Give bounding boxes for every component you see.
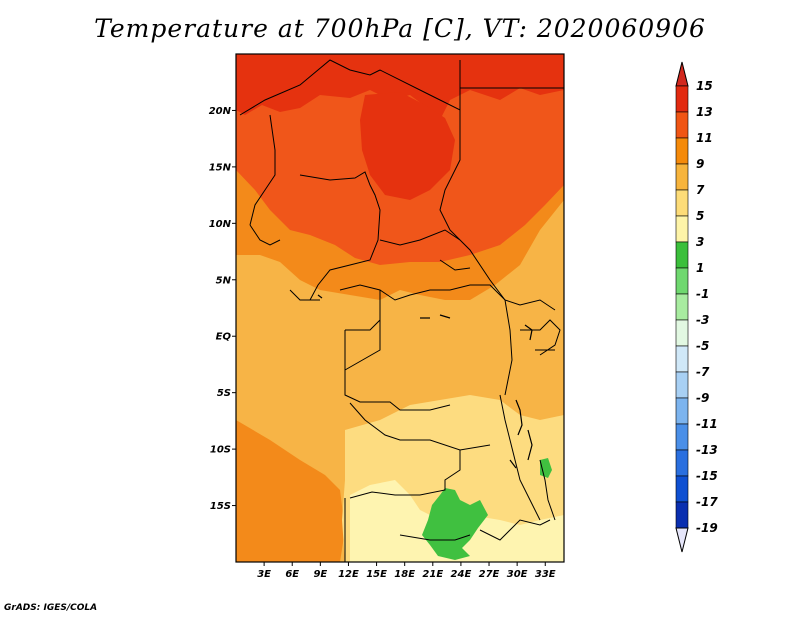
colorbar-label: -5 bbox=[696, 339, 709, 353]
colorbar-swatch bbox=[675, 397, 689, 425]
colorbar-label: -15 bbox=[696, 469, 718, 483]
colorbar-swatch bbox=[675, 319, 689, 347]
lon-tick-label: 24E bbox=[451, 569, 472, 580]
colorbar-swatch bbox=[675, 267, 689, 295]
colorbar-label: 5 bbox=[696, 209, 704, 223]
colorbar-label: 15 bbox=[696, 79, 713, 93]
latitude-axis: 20N 15N 10N 5N EQ 5S 10S 15S bbox=[209, 106, 236, 512]
colorbar-swatch bbox=[675, 189, 689, 217]
lon-tick-label: 9E bbox=[313, 569, 327, 580]
colorbar-bottom-arrow bbox=[675, 527, 689, 553]
colorbar-label: 13 bbox=[696, 105, 713, 119]
colorbar-label: -1 bbox=[696, 287, 709, 301]
lon-tick-label: 21E bbox=[422, 569, 443, 580]
lon-tick-label: 12E bbox=[338, 569, 359, 580]
colorbar-swatch bbox=[675, 449, 689, 477]
colorbar-swatch bbox=[675, 501, 689, 529]
colorbar-swatch bbox=[675, 163, 689, 191]
colorbar-label: -13 bbox=[696, 443, 718, 457]
lat-tick-label: 20N bbox=[209, 106, 232, 117]
lon-tick-label: 30E bbox=[507, 569, 528, 580]
colorbar-top-arrow bbox=[675, 61, 689, 87]
colorbar-swatch bbox=[675, 111, 689, 139]
colorbar-swatch bbox=[675, 475, 689, 503]
colorbar-swatch bbox=[675, 293, 689, 321]
colorbar-label: -17 bbox=[696, 495, 718, 509]
grads-credit: GrADS: IGES/COLA bbox=[4, 603, 98, 613]
longitude-axis: 3E 6E 9E 12E 15E 18E 21E 24E 27E 30E 33E bbox=[257, 562, 556, 580]
orange-band-southwest bbox=[236, 420, 345, 562]
colorbar-swatch bbox=[675, 371, 689, 399]
colorbar-swatch bbox=[675, 241, 689, 269]
colorbar-swatch bbox=[675, 423, 689, 451]
colorbar-swatch bbox=[675, 215, 689, 243]
map-panel bbox=[236, 54, 564, 562]
colorbar-label: -7 bbox=[696, 365, 710, 379]
lon-tick-label: 6E bbox=[285, 569, 299, 580]
lat-tick-label: 15N bbox=[209, 162, 232, 173]
colorbar-label: -11 bbox=[696, 417, 718, 431]
colorbar-label: 11 bbox=[696, 131, 713, 145]
country-borders bbox=[239, 59, 564, 562]
colorbar-label: 9 bbox=[696, 157, 704, 171]
colorbar: 15 13 11 9 7 5 3 1 -1 -3 -5 -7 -9 -11 -13 -15 -17 -19 bbox=[675, 61, 718, 553]
lon-tick-label: 18E bbox=[394, 569, 415, 580]
lon-tick-label: 33E bbox=[535, 569, 556, 580]
lake-outlines bbox=[317, 294, 533, 469]
lat-tick-label: 10N bbox=[209, 219, 232, 230]
colorbar-label: -3 bbox=[696, 313, 709, 327]
red-core-east bbox=[360, 92, 455, 200]
lat-tick-label: 10S bbox=[210, 445, 231, 456]
lon-tick-label: 15E bbox=[366, 569, 387, 580]
colorbar-label: -9 bbox=[696, 391, 709, 405]
lat-tick-label: 5N bbox=[216, 275, 232, 286]
colorbar-swatch bbox=[675, 137, 689, 165]
map-title: Temperature at 700hPa [C], VT: 202006090… bbox=[94, 14, 706, 43]
lon-tick-label: 27E bbox=[479, 569, 500, 580]
lat-tick-label: EQ bbox=[216, 332, 232, 343]
colorbar-label: -19 bbox=[696, 521, 718, 535]
lat-tick-label: 5S bbox=[217, 388, 231, 399]
colorbar-label: 3 bbox=[696, 235, 704, 249]
colorbar-label: 1 bbox=[696, 261, 704, 275]
map-frame bbox=[235, 53, 565, 563]
lat-tick-label: 15S bbox=[210, 501, 231, 512]
colorbar-swatch bbox=[675, 345, 689, 373]
colorbar-swatch bbox=[675, 85, 689, 113]
colorbar-label: 7 bbox=[696, 183, 705, 197]
lon-tick-label: 3E bbox=[257, 569, 271, 580]
green-region-zambia bbox=[422, 488, 488, 560]
